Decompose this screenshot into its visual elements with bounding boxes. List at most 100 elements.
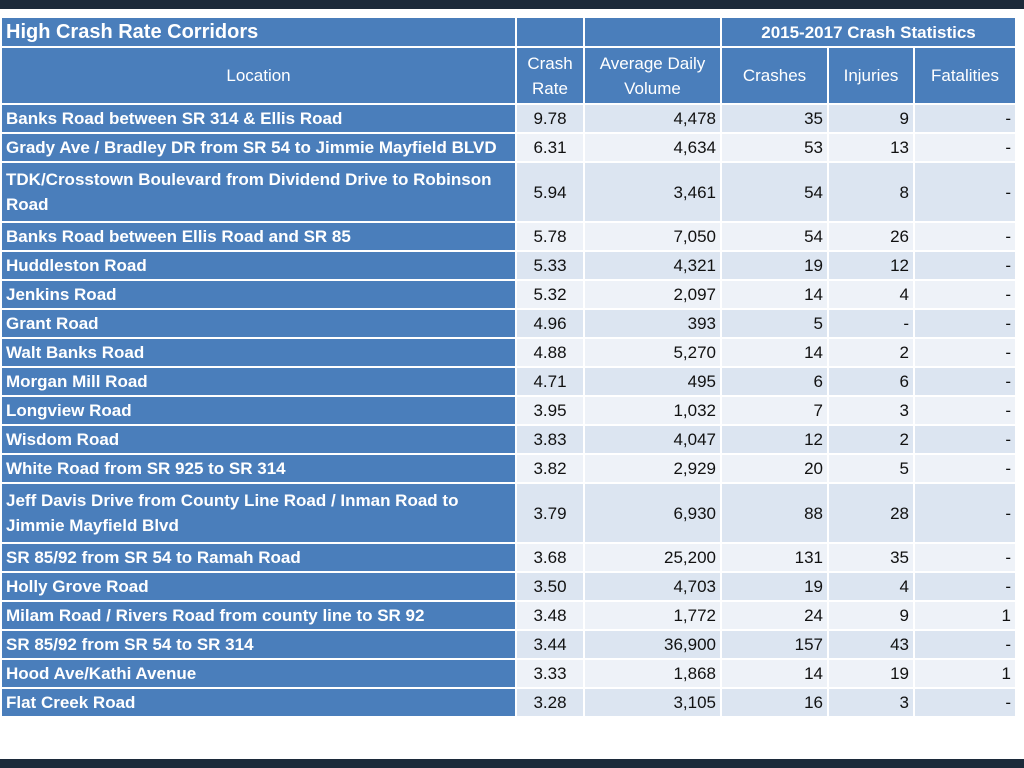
crashes-cell: 20	[722, 455, 827, 482]
fatalities-cell: -	[915, 105, 1015, 132]
bottom-border-bar	[0, 759, 1024, 768]
location-cell: Holly Grove Road	[2, 573, 515, 600]
average-daily-volume-cell: 3,461	[585, 163, 720, 221]
injuries-cell: 8	[829, 163, 913, 221]
location-cell: Grant Road	[2, 310, 515, 337]
average-daily-volume-cell: 2,097	[585, 281, 720, 308]
location-cell: Longview Road	[2, 397, 515, 424]
average-daily-volume-cell: 393	[585, 310, 720, 337]
location-cell: Banks Road between SR 314 & Ellis Road	[2, 105, 515, 132]
injuries-cell: 9	[829, 105, 913, 132]
crashes-cell: 19	[722, 573, 827, 600]
fatalities-cell: -	[915, 252, 1015, 279]
injuries-cell: 35	[829, 544, 913, 571]
fatalities-cell: -	[915, 484, 1015, 542]
average-daily-volume-cell: 1,772	[585, 602, 720, 629]
location-cell: Hood Ave/Kathi Avenue	[2, 660, 515, 687]
location-cell: Morgan Mill Road	[2, 368, 515, 395]
crashes-cell: 54	[722, 163, 827, 221]
location-cell: SR 85/92 from SR 54 to SR 314	[2, 631, 515, 658]
crash-rate-cell: 5.32	[517, 281, 583, 308]
injuries-cell: 5	[829, 455, 913, 482]
crashes-cell: 53	[722, 134, 827, 161]
crashes-cell: 54	[722, 223, 827, 250]
location-cell: Milam Road / Rivers Road from county lin…	[2, 602, 515, 629]
table-row: Flat Creek Road 3.28 3,105 16 3-	[2, 689, 1015, 716]
average-daily-volume-cell: 4,321	[585, 252, 720, 279]
location-cell: TDK/Crosstown Boulevard from Dividend Dr…	[2, 163, 515, 221]
average-daily-volume-cell: 6,930	[585, 484, 720, 542]
injuries-cell: 19	[829, 660, 913, 687]
crashes-cell: 35	[722, 105, 827, 132]
table-row: Milam Road / Rivers Road from county lin…	[2, 602, 1015, 629]
fatalities-cell: 1	[915, 660, 1015, 687]
location-cell: White Road from SR 925 to SR 314	[2, 455, 515, 482]
column-header-injuries: Injuries	[829, 48, 913, 103]
injuries-cell: -	[829, 310, 913, 337]
crashes-cell: 5	[722, 310, 827, 337]
crashes-cell: 6	[722, 368, 827, 395]
crashes-cell: 12	[722, 426, 827, 453]
crash-rate-cell: 4.96	[517, 310, 583, 337]
fatalities-cell: -	[915, 134, 1015, 161]
column-header-location: Location	[2, 48, 515, 103]
average-daily-volume-cell: 25,200	[585, 544, 720, 571]
crashes-cell: 7	[722, 397, 827, 424]
injuries-cell: 43	[829, 631, 913, 658]
crash-rate-cell: 5.33	[517, 252, 583, 279]
crash-rate-label-line2: Rate	[532, 78, 568, 98]
table-row: Hood Ave/Kathi Avenue 3.33 1,868 14 19 1	[2, 660, 1015, 687]
injuries-cell: 4	[829, 573, 913, 600]
fatalities-cell: -	[915, 339, 1015, 366]
column-header-fatalities: Fatalities	[915, 48, 1015, 103]
location-cell: Flat Creek Road	[2, 689, 515, 716]
crash-rate-cell: 6.31	[517, 134, 583, 161]
table-row: Huddleston Road 5.33 4,321 19 12-	[2, 252, 1015, 279]
average-daily-volume-cell: 3,105	[585, 689, 720, 716]
crash-rate-cell: 3.68	[517, 544, 583, 571]
table-row: Banks Road between SR 314 & Ellis Road 9.…	[2, 105, 1015, 132]
location-cell: Huddleston Road	[2, 252, 515, 279]
location-cell: Wisdom Road	[2, 426, 515, 453]
table-row: Grady Ave / Bradley DR from SR 54 to Jim…	[2, 134, 1015, 161]
fatalities-cell: 1	[915, 602, 1015, 629]
average-daily-volume-cell: 1,032	[585, 397, 720, 424]
table-row: Jeff Davis Drive from County Line Road /…	[2, 484, 1015, 542]
injuries-cell: 2	[829, 426, 913, 453]
table-row: TDK/Crosstown Boulevard from Dividend Dr…	[2, 163, 1015, 221]
blank-header-cell	[585, 18, 720, 46]
crash-rate-cell: 4.71	[517, 368, 583, 395]
fatalities-cell: -	[915, 397, 1015, 424]
table-row: Morgan Mill Road 4.71 495 6 6-	[2, 368, 1015, 395]
crashes-cell: 88	[722, 484, 827, 542]
crash-rate-label-line1: Crash	[527, 53, 573, 73]
crash-rate-cell: 3.44	[517, 631, 583, 658]
location-cell: Jenkins Road	[2, 281, 515, 308]
injuries-cell: 13	[829, 134, 913, 161]
fatalities-cell: -	[915, 310, 1015, 337]
crash-corridors-table: High Crash Rate Corridors 2015-2017 Cras…	[0, 16, 1017, 718]
crash-rate-cell: 3.28	[517, 689, 583, 716]
fatalities-cell: -	[915, 281, 1015, 308]
injuries-cell: 3	[829, 397, 913, 424]
table-row: Grant Road 4.96 393 5- -	[2, 310, 1015, 337]
crash-rate-cell: 3.33	[517, 660, 583, 687]
injuries-cell: 6	[829, 368, 913, 395]
injuries-cell: 9	[829, 602, 913, 629]
crash-rate-cell: 3.79	[517, 484, 583, 542]
fatalities-cell: -	[915, 223, 1015, 250]
crash-rate-cell: 3.82	[517, 455, 583, 482]
table-row: Holly Grove Road 3.50 4,703 19 4-	[2, 573, 1015, 600]
crash-rate-cell: 3.48	[517, 602, 583, 629]
column-header-crash-rate: Crash Rate	[517, 48, 583, 103]
table-row: SR 85/92 from SR 54 to Ramah Road 3.68 25,…	[2, 544, 1015, 571]
crashes-cell: 14	[722, 281, 827, 308]
fatalities-cell: -	[915, 455, 1015, 482]
stats-header: 2015-2017 Crash Statistics	[722, 18, 1015, 46]
crash-rate-cell: 5.78	[517, 223, 583, 250]
crashes-cell: 131	[722, 544, 827, 571]
fatalities-cell: -	[915, 631, 1015, 658]
crashes-cell: 157	[722, 631, 827, 658]
fatalities-cell: -	[915, 689, 1015, 716]
table-row: White Road from SR 925 to SR 314 3.82 2,92…	[2, 455, 1015, 482]
